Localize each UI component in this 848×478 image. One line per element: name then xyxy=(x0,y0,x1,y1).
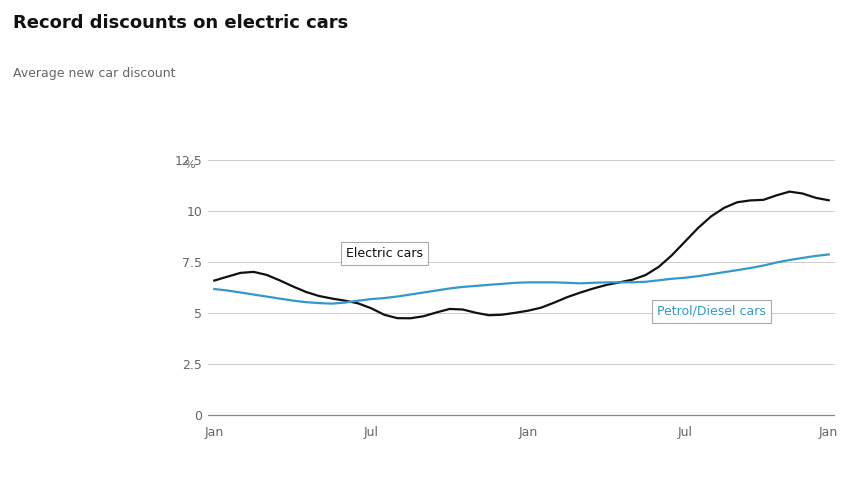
Text: Average new car discount: Average new car discount xyxy=(13,67,176,80)
Text: %: % xyxy=(185,160,195,170)
Text: Electric cars: Electric cars xyxy=(346,247,423,260)
Text: Record discounts on electric cars: Record discounts on electric cars xyxy=(13,14,348,33)
Text: Petrol/Diesel cars: Petrol/Diesel cars xyxy=(656,304,766,318)
